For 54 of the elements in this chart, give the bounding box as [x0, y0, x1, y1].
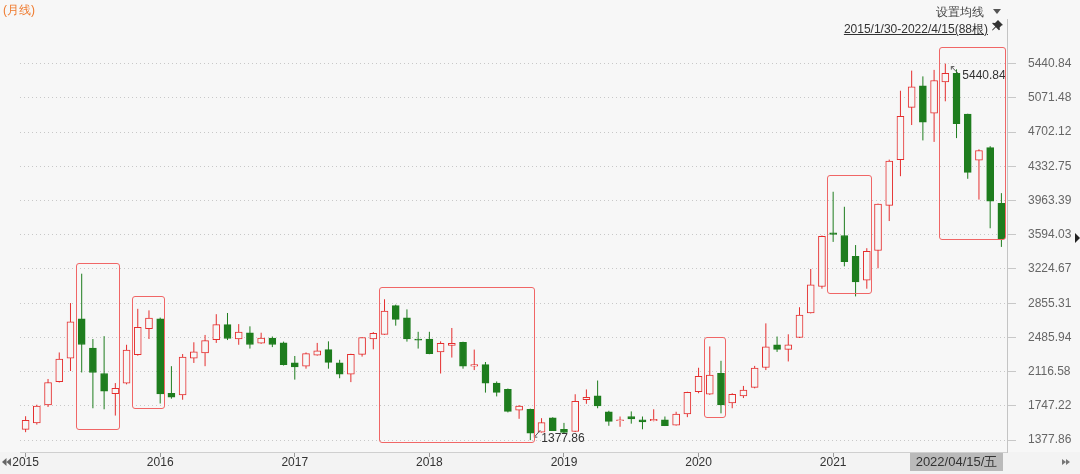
y-tick-label: 2855.31	[1028, 295, 1072, 310]
candlestick	[705, 345, 714, 396]
y-tick-label: 3224.67	[1028, 261, 1072, 276]
annotation: 2015/1/30-2022/4/15(88根)	[843, 21, 988, 38]
y-tick-label: 2485.94	[1028, 329, 1072, 344]
candlestick	[616, 416, 624, 428]
candlestick	[941, 63, 950, 102]
candlestick	[55, 351, 64, 383]
candlestick	[234, 323, 243, 346]
chart-title: (月线)	[3, 2, 35, 19]
y-tick-label: 3963.39	[1028, 192, 1072, 207]
candlestick	[223, 312, 232, 341]
candlestick	[829, 191, 837, 243]
text: 设置均线	[936, 4, 984, 21]
candlestick	[347, 353, 355, 383]
x-tick-label: 2020	[685, 454, 713, 469]
y-tick-label: 1747.22	[1028, 398, 1072, 413]
y-tick-label: 3594.03	[1028, 227, 1072, 242]
annotation: 1377.86	[541, 431, 586, 446]
candlestick	[414, 331, 422, 350]
y-tick-label: 2116.58	[1028, 364, 1071, 378]
y-tick-label: 5440.84	[1028, 55, 1072, 70]
x-tick-label: 2018	[416, 454, 444, 469]
candlestick	[526, 408, 535, 441]
candlestick	[975, 148, 983, 201]
y-tick-label: 4702.12	[1028, 124, 1072, 139]
candlestick	[470, 349, 479, 371]
x-tick-label: 2021	[819, 454, 847, 469]
candlestick	[257, 332, 265, 345]
candlestick	[784, 333, 793, 362]
candlestick	[762, 322, 770, 371]
candlestick	[246, 325, 254, 350]
y-tick-label: 5071.48	[1028, 90, 1072, 105]
candlestick	[190, 341, 198, 364]
candlestick	[145, 309, 153, 340]
y-tick-label: 1377.86	[1028, 432, 1072, 447]
candlestick	[447, 327, 456, 359]
candlestick	[324, 340, 333, 370]
x-tick-label: 2017	[281, 454, 309, 469]
candlestick	[212, 313, 221, 344]
x-tick-label: 2016	[146, 454, 174, 469]
candlestick	[403, 308, 411, 343]
candlestick	[773, 336, 781, 353]
candlestick	[32, 404, 41, 426]
text: 2022/04/15/五	[910, 453, 1003, 471]
candlestick	[459, 341, 467, 370]
y-tick-label: 4332.75	[1028, 158, 1072, 173]
annotation: 5440.84	[962, 67, 1007, 82]
candlestick	[515, 404, 523, 420]
candlestick	[89, 338, 97, 409]
x-tick-label: 2015	[12, 454, 40, 469]
candlestick	[100, 335, 108, 410]
x-tick-label: 2019	[550, 454, 578, 469]
candlestick	[560, 422, 568, 434]
